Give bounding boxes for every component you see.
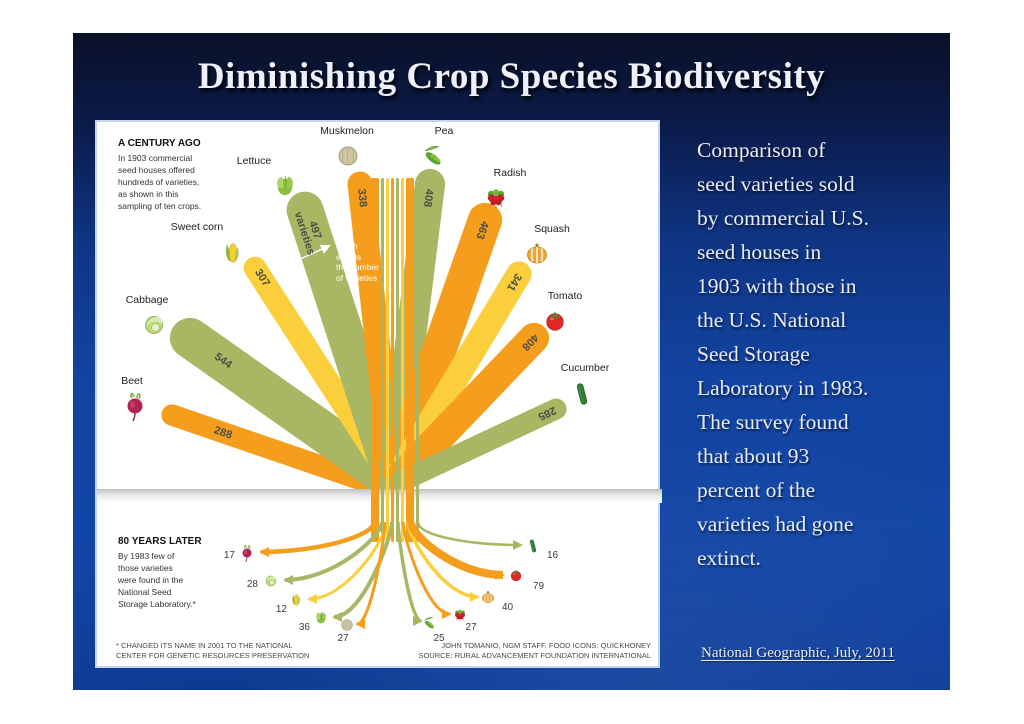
width-annotation: Width equals the number of varieties [336,241,379,283]
tomato-small-icon [510,570,522,582]
slide-caption: Comparison of seed varieties sold by com… [697,138,869,570]
crop-label-cabbage: Cabbage [126,294,169,306]
value-1903-radish: 463 [473,219,490,240]
value-1903-beet: 288 [212,424,233,441]
sweet-corn-small-icon [292,594,300,606]
arrow-1983-cabbage [283,521,384,585]
arrow-1983-cucumber [416,521,523,550]
crop-label-radish: Radish [494,167,527,179]
slide: Diminishing Crop Species Biodiversity 28… [73,33,950,690]
value-1983-cabbage: 28 [247,579,259,590]
trunk-stripe [416,178,419,542]
cabbage-icon [145,316,163,334]
muskmelon-small-icon [341,619,353,631]
value-1983-squash: 40 [502,602,514,613]
footnote: * CHANGED ITS NAME IN 2001 TO THE NATION… [116,641,310,660]
cucumber-small-icon [529,539,537,553]
value-1983-radish: 27 [465,622,477,633]
crop-label-lettuce: Lettuce [237,155,272,167]
ground-divider [97,489,662,503]
trunk-stripe [386,178,389,542]
width-annotation-arrow [279,244,331,272]
branch-tomato [385,322,550,493]
trunk-stripe [391,178,394,542]
trunk-stripe [381,178,384,542]
trunk-stripe [371,178,379,542]
value-1983-cucumber: 16 [547,550,559,561]
crop-label-squash: Squash [534,223,570,235]
muskmelon-icon [338,146,358,166]
branch-beet [161,404,396,499]
value-1983-lettuce: 36 [299,622,311,633]
century-ago-block: A CENTURY AGO In 1903 commercial seed ho… [118,138,248,212]
crop-label-sweet-corn: Sweet corn [171,221,224,233]
infographic-panel: 288 544 307 497varieties 338 408 463 341 408 285 B… [95,120,662,668]
lettuce-icon [277,175,293,196]
years-later-body: By 1983 few of those varieties were foun… [118,551,196,609]
arrow-1983-beet [259,521,377,557]
pea-icon [424,145,441,165]
century-ago-heading: A CENTURY AGO [118,138,201,149]
arrow-1983-tomato [407,521,505,580]
cabbage-small-icon [265,575,277,587]
radish-icon [487,189,505,208]
squash-small-icon [482,591,494,604]
crop-label-cucumber: Cucumber [561,362,610,374]
branch-cucumber [389,398,567,493]
arrow-1983-radish [401,521,452,619]
branch-cabbage [169,317,407,497]
years-later-heading: 80 YEARS LATER [118,536,202,547]
value-1903-pea: 408 [421,188,435,208]
century-ago-body: In 1903 commercial seed houses offered h… [118,153,202,211]
value-1903-muskmelon: 338 [355,188,369,208]
years-later-block: 80 YEARS LATER By 1983 few of those vari… [118,536,248,610]
value-1983-sweet-corn: 12 [276,604,288,615]
crop-label-beet: Beet [121,375,143,387]
arrow-1983-muskmelon [355,521,387,629]
lettuce-small-icon [316,611,326,624]
slide-title: Diminishing Crop Species Biodiversity [197,56,826,97]
arrow-1983-pea [396,521,423,626]
cucumber-icon [576,383,588,405]
beet-icon [127,392,143,422]
beet-small-icon [242,545,252,563]
value-1983-muskmelon: 27 [337,633,349,644]
tomato-icon [546,312,564,331]
citation-link[interactable]: National Geographic, July, 2011 [701,645,895,661]
trunk-stripe [406,178,414,542]
value-1983-beet: 17 [224,550,236,561]
radish-small-icon [455,609,465,622]
crop-label-muskmelon: Muskmelon [320,125,374,137]
trunk-stripe [396,178,399,542]
crop-label-pea: Pea [435,125,454,137]
value-1983-pea: 25 [433,633,445,644]
crop-label-tomato: Tomato [548,290,583,302]
credit-line: JOHN TOMANIO, NGM STAFF. FOOD ICONS: QUI… [418,641,651,660]
arrow-1983-lettuce [332,521,394,622]
sweet-corn-icon [226,243,239,263]
squash-icon [527,243,547,264]
trunk-stripe [401,178,404,542]
pea-small-icon [424,617,434,629]
value-1983-tomato: 79 [533,581,545,592]
